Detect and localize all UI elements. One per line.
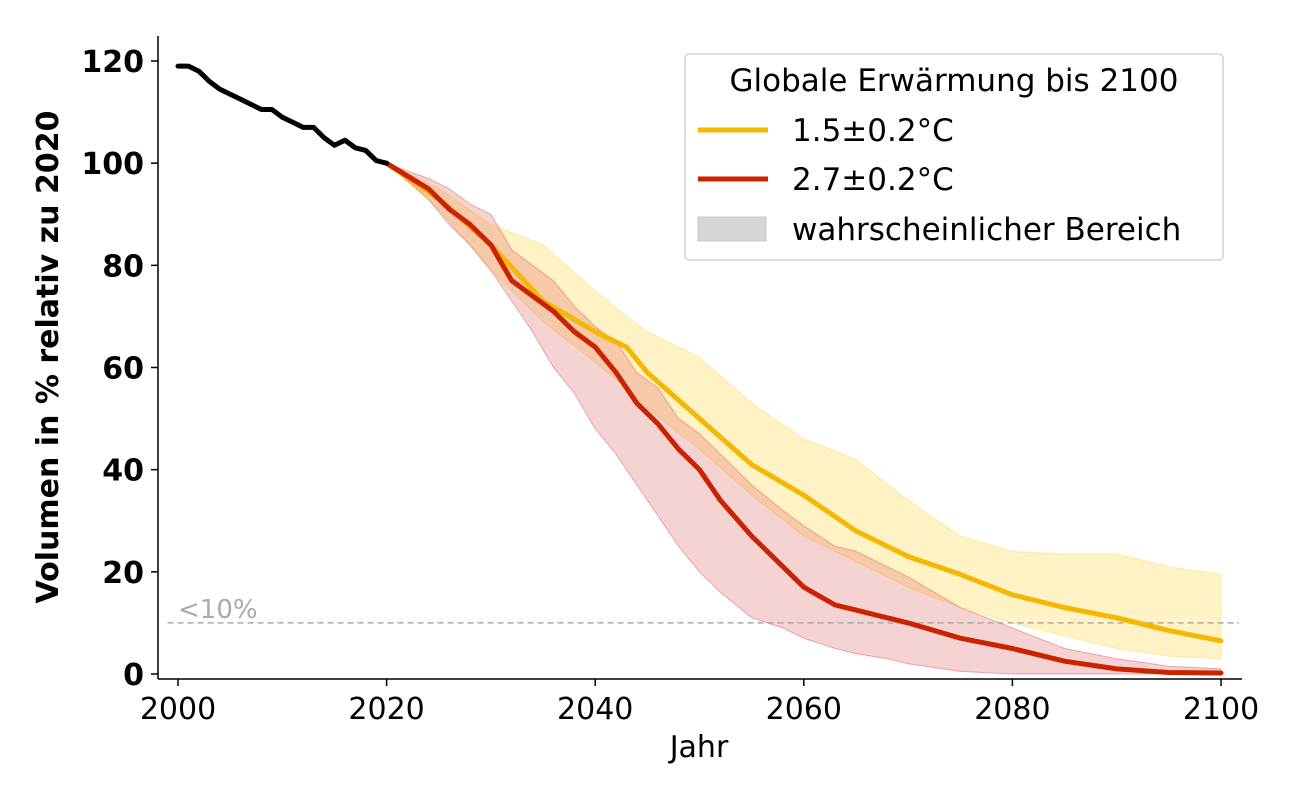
x-axis-title: Jahr	[668, 730, 729, 765]
y-tick-label: 0	[123, 658, 144, 693]
threshold-label: <10%	[178, 595, 258, 625]
series-lines	[175, 63, 1224, 676]
x-tick-label: 2060	[766, 692, 842, 727]
band-1-5	[386, 162, 1222, 660]
legend-title: Globale Erwärmung bis 2100	[730, 63, 1179, 99]
legend-entry-2-7: 2.7±0.2°C	[792, 162, 954, 198]
x-tick-label: 2080	[974, 692, 1050, 727]
y-tick-label: 100	[81, 147, 144, 182]
y-tick-label: 120	[81, 45, 144, 80]
legend-box	[684, 53, 1224, 261]
legend: Globale Erwärmung bis 2100 1.5±0.2°C 2.7…	[684, 53, 1224, 261]
y-axis-title: Volumen in % relativ zu 2020	[31, 111, 66, 604]
x-tick-label: 2100	[1183, 692, 1259, 727]
legend-entry-1-5: 1.5±0.2°C	[792, 113, 954, 149]
legend-swatch-range	[697, 216, 767, 242]
x-tick-label: 2000	[140, 692, 216, 727]
series-line-1-5	[384, 160, 1224, 644]
history-line	[175, 63, 390, 166]
x-tick-label: 2020	[348, 692, 424, 727]
x-ticks: 2000 2020 2040 2060 2080 2100	[140, 679, 1259, 727]
y-tick-label: 40	[102, 454, 144, 489]
y-tick-label: 80	[102, 249, 144, 284]
y-ticks: 0 20 40 60 80 100 120	[81, 45, 158, 693]
x-tick-label: 2040	[557, 692, 633, 727]
y-tick-label: 20	[102, 556, 144, 591]
y-tick-label: 60	[102, 352, 144, 387]
series-line-2-7	[384, 160, 1224, 676]
legend-entry-range: wahrscheinlicher Bereich	[792, 212, 1181, 248]
